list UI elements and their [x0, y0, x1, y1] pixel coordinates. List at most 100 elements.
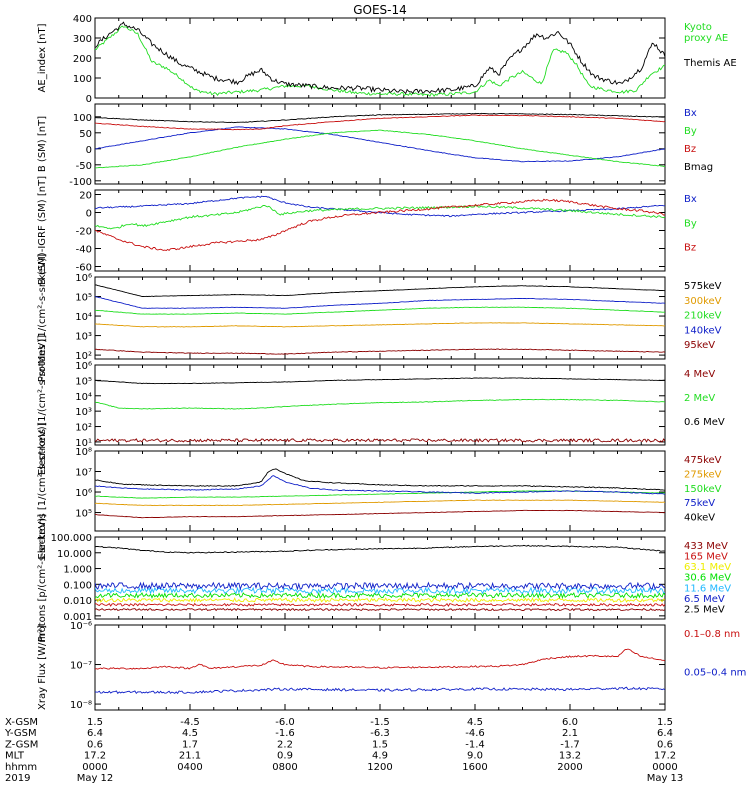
x-axis-cell: -6.3: [370, 728, 390, 739]
panel-frame: [94, 364, 666, 446]
x-axis-row-label: 2019: [5, 773, 30, 784]
y-tick-label: 10.000: [57, 549, 92, 560]
x-axis-cell: 4.5: [467, 717, 483, 728]
series-line-themis-ae: [95, 21, 665, 95]
series-line-30-6-mev: [95, 591, 665, 600]
panel-5: 10¹ 10² 10³ 10⁴ 10⁵ 10⁶ Electrons [1/(cm²-s-sr…: [37, 335, 725, 475]
y-tick-label: 10⁵: [75, 509, 92, 520]
x-axis-cell: 2000: [557, 762, 582, 773]
x-axis-cell: 0800: [272, 762, 297, 773]
y-tick-label: -20: [76, 227, 92, 238]
y-tick-label: 10⁴: [75, 312, 92, 323]
legend-label-0-05-0-4-nm: 0.05–0.4 nm: [684, 668, 746, 679]
series-line-275kev: [95, 499, 665, 507]
y-axis-label: Electrons [1/(cm²-s-sr-MeV)]: [37, 335, 48, 475]
y-tick-label: 0.001: [63, 612, 92, 623]
x-axis-cell: -4.5: [180, 717, 200, 728]
series-line-kyoto-proxy-ae: [95, 25, 665, 97]
x-axis-cell: 1.5: [372, 739, 388, 750]
x-axis-cell: 1.5: [87, 717, 103, 728]
y-tick-label: 0: [86, 94, 92, 105]
y-tick-label: 10⁷: [75, 468, 92, 479]
y-tick-label: -100: [69, 177, 92, 188]
x-axis-cell: 1600: [462, 762, 487, 773]
legend-label-bz: Bz: [684, 243, 696, 254]
y-axis-label: Protons [p/(cm²-s-sr-keV)]: [37, 514, 48, 642]
legend-label-165-mev: 165 MeV: [684, 552, 728, 563]
legend-label-475kev: 475keV: [684, 455, 722, 466]
y-tick-label: 20: [79, 191, 92, 202]
y-tick-label: 10¹: [75, 438, 92, 449]
y-tick-label: 200: [73, 54, 92, 65]
legend-label-bz: Bz: [684, 144, 696, 155]
legend-label-95kev: 95keV: [684, 340, 715, 351]
y-tick-label: 100: [73, 74, 92, 85]
x-axis-cell: 6.4: [87, 728, 103, 739]
series-line-11-6-mev: [95, 586, 665, 595]
x-axis-cell: -4.6: [465, 728, 485, 739]
x-axis-cell: May 12: [77, 773, 114, 784]
x-axis-cell: May 13: [647, 773, 684, 784]
y-tick-label: 10⁵: [75, 293, 92, 304]
x-axis-cell: 1.5: [657, 717, 673, 728]
series-line-165-mev: [95, 602, 665, 608]
x-axis-cell: 2.1: [562, 728, 578, 739]
y-tick-label: 10⁵: [75, 376, 92, 387]
x-axis-cell: 0.9: [277, 751, 293, 762]
x-axis-cell: -6.0: [275, 717, 295, 728]
x-axis-cell: -1.4: [465, 739, 485, 750]
y-tick-label: 10⁸: [75, 447, 92, 458]
x-axis-cell: 0400: [177, 762, 202, 773]
y-tick-label: 10⁶: [75, 273, 92, 284]
y-axis-label: Electrons [1/(cm²-s-sr-keV)]: [37, 422, 48, 559]
legend-label-0-6-mev: 0.6 MeV: [684, 417, 725, 428]
y-tick-label: 10⁻⁸: [70, 700, 92, 711]
legend-label-210kev: 210keV: [684, 311, 722, 322]
y-tick-label: -40: [76, 245, 92, 256]
x-axis-cell: 13.2: [559, 751, 581, 762]
y-tick-label: 100: [73, 113, 92, 124]
y-tick-label: 10²: [75, 423, 92, 434]
y-axis-label: Xray Flux [W/m²]: [37, 625, 48, 710]
legend-label-0-1-0-8-nm: 0.1–0.8 nm: [684, 629, 740, 640]
legend-label-by: By: [684, 126, 697, 137]
series-line-0-05-0-4-nm: [95, 686, 665, 695]
x-axis-cell: 6.0: [562, 717, 578, 728]
y-tick-label: 10⁻⁷: [70, 661, 92, 672]
x-axis-cell: 9.0: [467, 751, 483, 762]
y-axis-label: B (SM)-IGRF (SM) [nT]: [37, 176, 48, 285]
x-axis-cell: -1.7: [560, 739, 580, 750]
panel-6: 10⁵ 10⁶ 10⁷ 10⁸ Electrons [1/(cm²-s-sr-keV)]…: [37, 422, 722, 559]
panel-frame: [94, 103, 666, 185]
x-axis-row-label: X-GSM: [5, 717, 38, 728]
series-line-95kev: [95, 348, 665, 355]
y-tick-label: 0.100: [63, 580, 92, 591]
legend-label-by: By: [684, 218, 697, 229]
panel-2: -100 -50 0 50 100 B (SM) [nT] Bx By Bz Bmag: [37, 103, 713, 188]
x-axis-cell: 1200: [367, 762, 392, 773]
y-tick-label: 50: [79, 129, 92, 140]
y-tick-label: 1.000: [63, 565, 92, 576]
legend-label-30-6-mev: 30.6 MeV: [684, 573, 731, 584]
x-axis-cell: 0000: [652, 762, 677, 773]
series-line-433-mev: [95, 608, 665, 612]
legend-label-140kev: 140keV: [684, 325, 722, 336]
y-axis-label: AE_index [nT]: [37, 23, 48, 92]
legend-label-4-mev: 4 MeV: [684, 369, 715, 380]
y-tick-label: 300: [73, 34, 92, 45]
x-axis-cell: 17.2: [84, 751, 106, 762]
y-tick-label: 10⁶: [75, 488, 92, 499]
series-line-475kev: [95, 509, 665, 519]
panel-3: -60 -40 -20 0 20 B (SM)-IGRF (SM) [nT] Bx By Bz: [37, 176, 697, 285]
x-axis-cell: 2.2: [277, 739, 293, 750]
y-tick-label: 400: [73, 14, 92, 25]
panel-7: 0.001 0.010 0.100 1.000 10.000 100.000Protons…: [37, 514, 731, 642]
series-line-bx: [95, 126, 665, 163]
panel-4: 10² 10³ 10⁴ 10⁵ 10⁶ Protons [1/(cm²-s-sr-keV)…: [37, 254, 722, 382]
x-axis-cell: 4.9: [372, 751, 388, 762]
y-tick-label: 0.010: [63, 596, 92, 607]
legend-label-575kev: 575keV: [684, 281, 722, 292]
series-line-2-mev: [95, 398, 665, 410]
